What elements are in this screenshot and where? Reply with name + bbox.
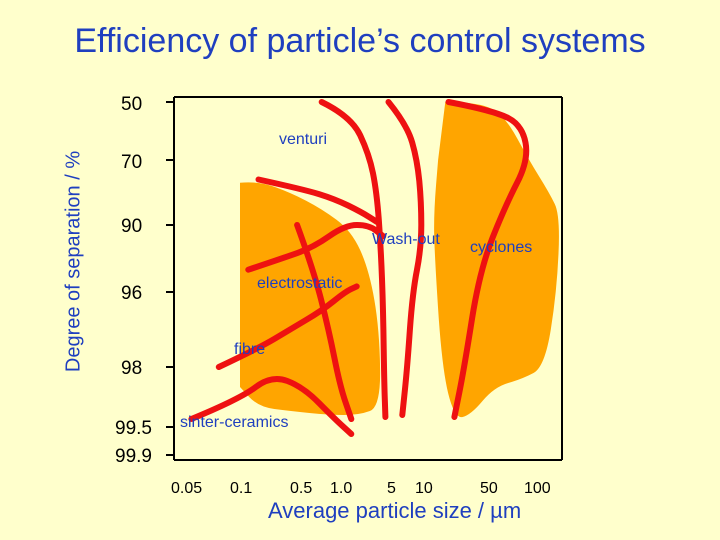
x-tick-label: 50 (480, 480, 498, 497)
y-tick-label: 99.5 (115, 418, 152, 439)
annotation-electrostatic: electrostatic (257, 275, 342, 292)
annotation-fibre: fibre (234, 341, 265, 358)
x-tick-label: 100 (524, 480, 551, 497)
region-electrostatic (240, 182, 381, 415)
y-tick-label: 98 (121, 358, 142, 379)
x-tick-label: 0.5 (290, 480, 312, 497)
ticks-layer (166, 101, 174, 456)
curve-electrostatic-4 (245, 222, 387, 273)
x-tick-label: 10 (415, 480, 433, 497)
y-tick-label: 96 (121, 283, 142, 304)
annotation-wash-out: Wash-out (372, 231, 440, 248)
regions-layer (240, 102, 559, 418)
curve-wash-out-1 (385, 99, 425, 418)
curve-sinter-ceramics-7 (188, 376, 355, 437)
region-cyclones (434, 102, 559, 418)
y-tick-label: 90 (121, 216, 142, 237)
y-tick-label: 70 (121, 152, 142, 173)
x-tick-label: 0.1 (230, 480, 252, 497)
annotation-cyclones: cyclones (470, 239, 532, 256)
chart-title: Efficiency of particle’s control systems (74, 22, 646, 60)
x-tick-label: 1.0 (330, 480, 352, 497)
curve-fibre-5 (215, 283, 360, 370)
annotation-venturi: venturi (279, 131, 327, 148)
annotation-sinter-ceramics: sinter-ceramics (180, 414, 288, 431)
y-tick-label: 50 (121, 94, 142, 115)
curve-cyclones-2 (445, 99, 530, 420)
curves-layer (188, 99, 530, 437)
y-tick-label: 99.9 (115, 446, 152, 467)
curve-electrostatic-3 (255, 176, 380, 225)
x-axis-label: Average particle size / µm (268, 498, 522, 523)
curve-fibre-6 (294, 222, 355, 422)
x-tick-label: 0.05 (171, 480, 202, 497)
x-tick-label: 5 (387, 480, 396, 497)
